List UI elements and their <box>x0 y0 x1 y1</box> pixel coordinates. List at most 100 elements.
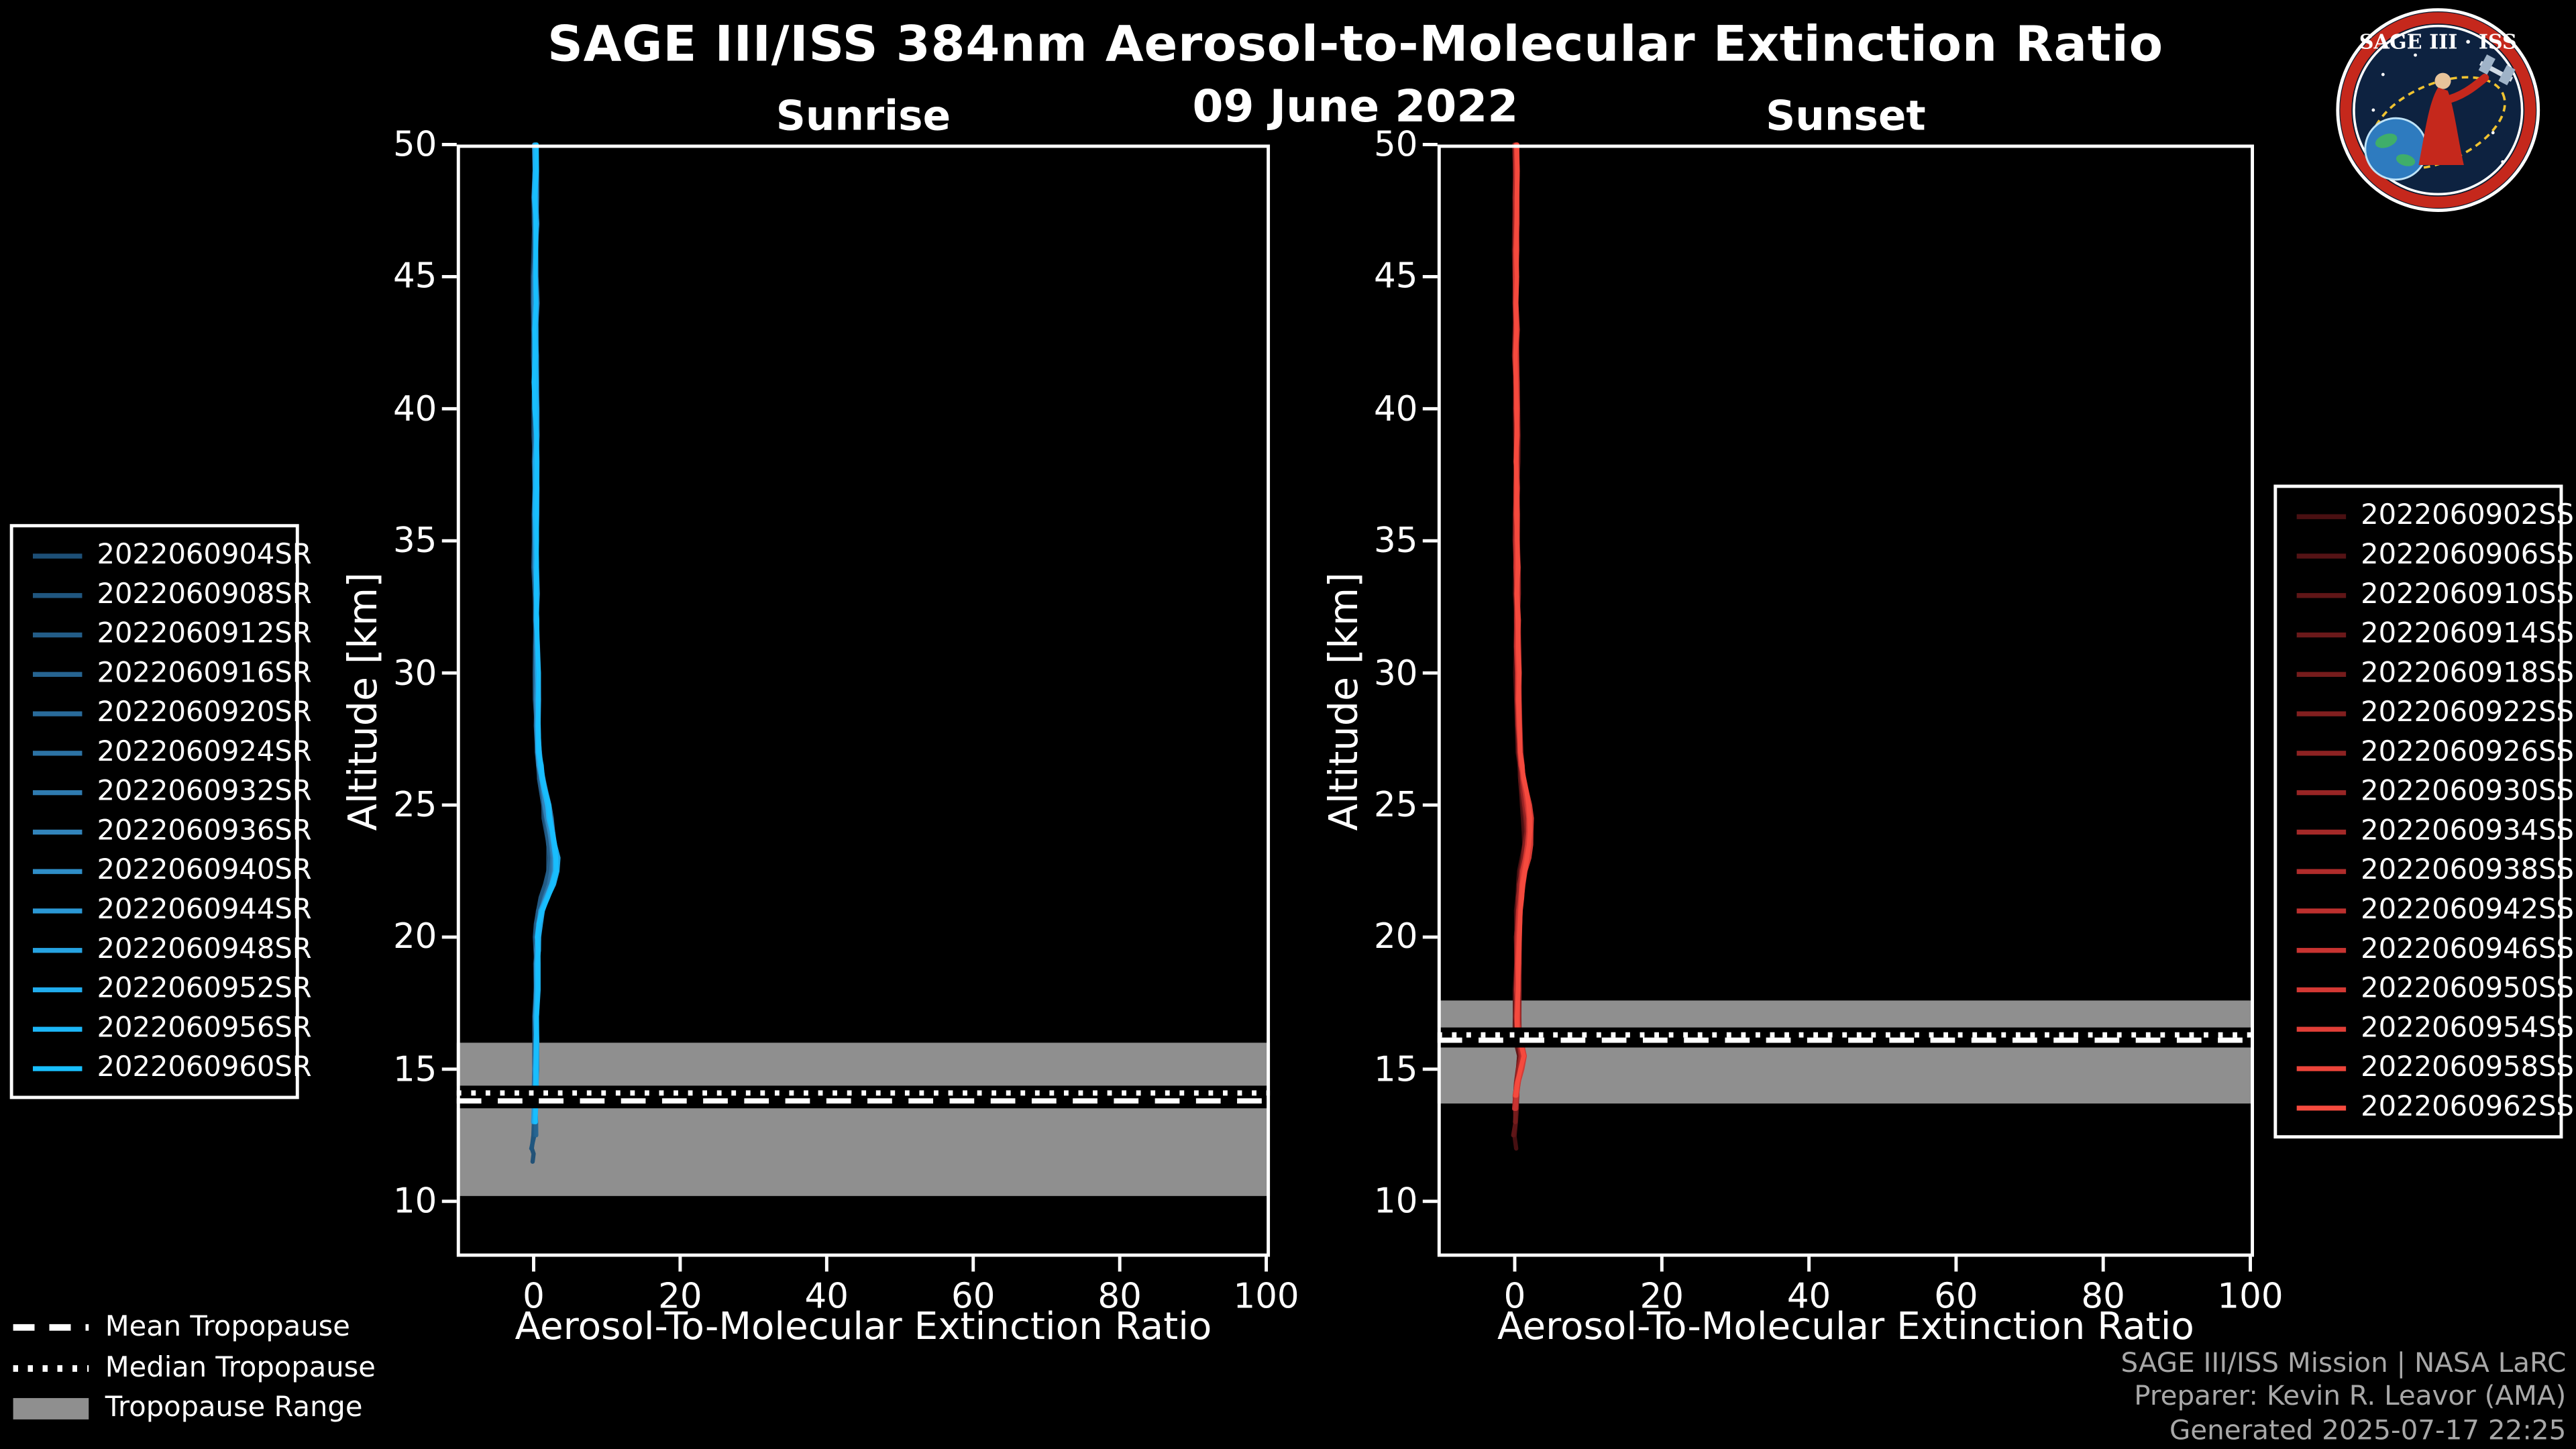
series-label: 2022060936SR <box>97 814 312 848</box>
sunset-legend-item: 2022060922SS <box>2277 693 2574 733</box>
series-color-line-icon <box>2296 828 2347 834</box>
sunrise-legend-item: 2022060948SR <box>13 930 312 969</box>
series-label: 2022060940SR <box>97 854 312 888</box>
series-label: 2022060954SS <box>2361 1012 2574 1045</box>
series-color-line-icon <box>32 631 83 637</box>
footer-preparer-line: Preparer: Kevin R. Leavor (AMA) <box>2134 1381 2567 1412</box>
sunset-legend-item: 2022060954SS <box>2277 1009 2574 1049</box>
figure-title: SAGE III/ISS 384nm Aerosol-to-Molecular … <box>547 16 2163 74</box>
series-label: 2022060930SS <box>2361 775 2574 808</box>
sunrise-legend-item: 2022060904SR <box>13 535 312 575</box>
series-label: 2022060920SR <box>97 696 312 730</box>
series-label: 2022060958SS <box>2361 1051 2574 1085</box>
series-color-line-icon <box>2296 986 2347 991</box>
series-label: 2022060934SS <box>2361 814 2574 848</box>
y-tick-label: 15 <box>1373 1049 1418 1089</box>
series-color-line-icon <box>2296 789 2347 795</box>
x-tick-label: 100 <box>1233 1276 1299 1316</box>
sunrise-plot: 0 20 40 60 80 100 10 15 20 25 30 35 40 45 50 <box>393 125 1299 1316</box>
series-color-line-icon <box>2296 553 2347 558</box>
y-tick-label: 35 <box>392 521 437 561</box>
x-tick-label: 60 <box>951 1276 996 1316</box>
sunset-legend-item: 2022060926SS <box>2277 733 2574 772</box>
sunrise-legend-item: 2022060956SR <box>13 1009 312 1049</box>
sunrise-legend-item: 2022060912SR <box>13 614 312 654</box>
y-tick-label: 40 <box>392 388 437 429</box>
mean-tropopause-label: Mean Tropopause <box>105 1311 350 1344</box>
series-color-line-icon <box>32 868 83 873</box>
x-tick-label: 0 <box>1503 1276 1526 1316</box>
y-tick-label: 45 <box>392 256 437 297</box>
sunrise-legend-item: 2022060932SR <box>13 772 312 812</box>
x-tick-label: 20 <box>658 1276 702 1316</box>
sunset-legend-item: 2022060938SS <box>2277 851 2574 891</box>
sunrise-legend-item: 2022060944SR <box>13 890 312 930</box>
series-color-line-icon <box>2296 592 2347 598</box>
sunrise-plot-graphic <box>441 142 1271 1272</box>
sunset-legend-item: 2022060962SS <box>2277 1087 2574 1127</box>
series-color-line-icon <box>32 553 83 558</box>
y-tick-label: 40 <box>1373 388 1418 429</box>
series-color-line-icon <box>2296 671 2347 676</box>
sage-iss-logo-graphic: SAGE III · ISS <box>2336 8 2540 212</box>
sunset-legend-item: 2022060934SS <box>2277 812 2574 851</box>
series-label: 2022060946SS <box>2361 933 2574 967</box>
y-tick-label: 25 <box>1373 785 1418 825</box>
y-tick-label: 30 <box>1373 653 1418 693</box>
sunset-legend-item: 2022060930SS <box>2277 772 2574 812</box>
sunset-legend-item: 2022060958SS <box>2277 1048 2574 1087</box>
sunset-legend-item: 2022060910SS <box>2277 575 2574 614</box>
y-tick-label: 45 <box>1373 256 1418 297</box>
sage-iss-logo: SAGE III · ISS <box>2334 7 2542 214</box>
y-tick-label: 20 <box>1373 917 1418 957</box>
y-tick-label: 10 <box>392 1181 437 1222</box>
series-color-line-icon <box>32 1065 83 1071</box>
sunrise-x-axis-label: Aerosol-To-Molecular Extinction Ratio <box>515 1305 1212 1349</box>
median-tropopause-label: Median Tropopause <box>105 1352 376 1385</box>
series-label: 2022060918SS <box>2361 657 2574 690</box>
x-tick-label: 0 <box>523 1276 545 1316</box>
series-color-line-icon <box>32 671 83 676</box>
y-tick-label: 15 <box>392 1049 437 1089</box>
y-tick-label: 35 <box>1373 521 1418 561</box>
y-tick-label: 50 <box>392 125 437 164</box>
tropopause-range-label: Tropopause Range <box>105 1391 363 1425</box>
series-color-line-icon <box>2296 631 2347 637</box>
sage-figure-icon <box>2418 72 2489 166</box>
series-label: 2022060912SR <box>97 617 312 651</box>
footer-credits: SAGE III/ISS Mission | NASA LaRC Prepare… <box>2121 1347 2566 1449</box>
sunset-legend-item: 2022060946SS <box>2277 930 2574 969</box>
series-color-line-icon <box>2296 908 2347 913</box>
x-tick-label: 80 <box>2081 1276 2125 1316</box>
tropopause-range-legend-item: Tropopause Range <box>13 1390 363 1426</box>
series-color-line-icon <box>32 947 83 953</box>
y-tick-label: 20 <box>392 917 437 957</box>
sunset-legend: 2022060902SS 2022060906SS 2022060910SS 2022… <box>2273 484 2574 1139</box>
earth-icon <box>2364 117 2428 181</box>
series-label: 2022060950SS <box>2361 972 2574 1006</box>
series-color-line-icon <box>32 828 83 834</box>
sunset-legend-item: 2022060950SS <box>2277 969 2574 1009</box>
series-label: 2022060916SR <box>97 657 312 690</box>
series-label: 2022060932SR <box>97 775 312 808</box>
mean-tropopause-legend-item: Mean Tropopause <box>13 1309 350 1346</box>
tropopause-range-swatch <box>13 1397 89 1419</box>
series-label: 2022060926SS <box>2361 736 2574 769</box>
series-color-line-icon <box>2296 868 2347 873</box>
series-color-line-icon <box>2296 1104 2347 1110</box>
logo-title: SAGE III · ISS <box>2359 30 2517 54</box>
series-label: 2022060908SR <box>97 578 312 612</box>
series-label: 2022060924SR <box>97 736 312 769</box>
series-color-line-icon <box>2296 947 2347 953</box>
series-color-line-icon <box>2296 513 2347 519</box>
x-tick-label: 40 <box>804 1276 849 1316</box>
median-tropopause-line-icon <box>13 1365 89 1372</box>
series-label: 2022060902SS <box>2361 499 2574 533</box>
sunset-panel-title: Sunset <box>1766 92 1926 140</box>
series-color-line-icon <box>32 986 83 991</box>
figure-date: 09 June 2022 <box>1192 82 1519 133</box>
iss-icon <box>2478 54 2516 86</box>
series-color-line-icon <box>2296 749 2347 755</box>
series-color-line-icon <box>32 789 83 795</box>
sunrise-legend-item: 2022060940SR <box>13 851 312 891</box>
